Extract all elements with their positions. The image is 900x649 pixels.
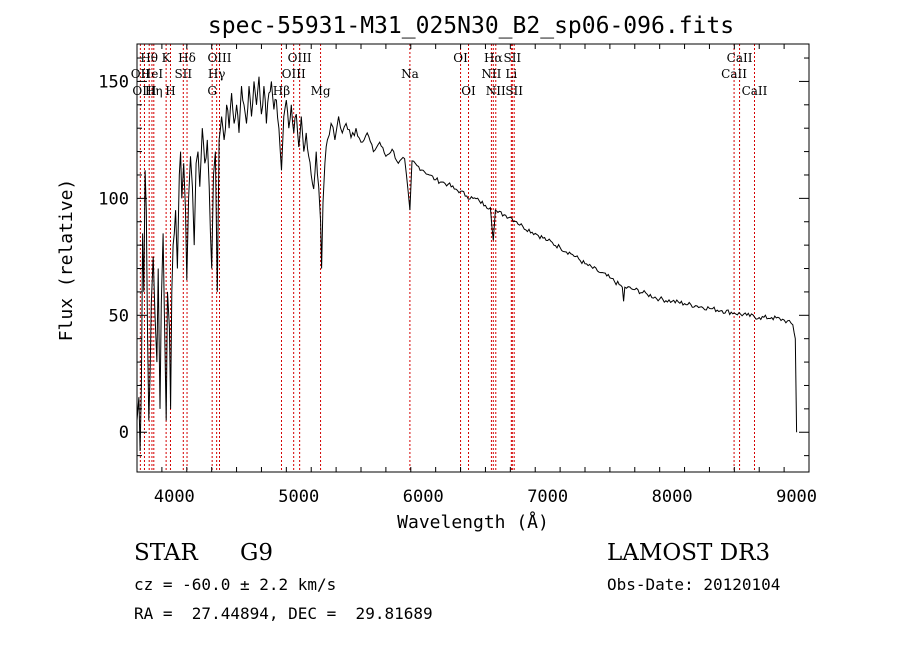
- observation-date: Obs-Date: 20120104: [607, 575, 780, 594]
- line-marker-label: Mg: [311, 84, 331, 98]
- line-marker-label: OIII: [288, 51, 312, 65]
- line-marker-label: OII: [131, 67, 151, 81]
- line-marker-label: Hβ: [273, 84, 290, 98]
- line-marker-label: CaII: [742, 84, 768, 98]
- x-tick-label: 4000: [154, 487, 195, 507]
- line-marker-label: K: [162, 51, 172, 65]
- x-tick-label: 8000: [652, 487, 693, 507]
- x-tick-label: 6000: [403, 487, 444, 507]
- y-tick-label: 50: [109, 306, 129, 326]
- chart-title: spec-55931-M31_025N30_B2_sp06-096.fits: [208, 13, 734, 39]
- y-tick-label: 150: [98, 72, 129, 92]
- x-axis: 4000 5000 6000 7000 8000 9000: [136, 44, 817, 507]
- line-marker-label: OIII: [132, 84, 156, 98]
- line-marker-label: Hα: [484, 51, 503, 65]
- coordinates: RA = 27.44894, DEC = 29.81689: [134, 604, 433, 623]
- y-axis: 0 50 100 150: [98, 57, 809, 457]
- x-tick-label: 5000: [278, 487, 319, 507]
- y-tick-label: 0: [119, 423, 129, 443]
- line-marker-label: NII: [481, 67, 501, 81]
- line-marker-label: G: [207, 84, 217, 98]
- line-marker-label: OIII: [207, 51, 231, 65]
- x-tick-label: 9000: [776, 487, 817, 507]
- line-marker-label: SII: [503, 51, 521, 65]
- line-marker-label: OI: [453, 51, 468, 65]
- line-marker-label: CaII: [721, 67, 747, 81]
- line-marker-label: OI: [461, 84, 476, 98]
- line-marker-label: Li: [505, 67, 517, 81]
- line-marker-label: Hγ: [208, 67, 226, 81]
- object-subclass: G9: [240, 540, 273, 566]
- line-marker-label: OIII: [282, 67, 306, 81]
- line-marker-label: SII: [505, 84, 523, 98]
- line-marker-label: H: [165, 84, 175, 98]
- line-marker-label: HeI: [141, 67, 164, 81]
- line-marker-label: Na: [401, 67, 419, 81]
- line-marker-label: SII: [174, 67, 192, 81]
- line-marker-label: NII: [486, 84, 506, 98]
- y-axis-label: Flux (relative): [56, 179, 77, 342]
- plot-frame: [136, 43, 810, 473]
- x-tick-label: 7000: [527, 487, 568, 507]
- line-marker-label: CaII: [727, 51, 753, 65]
- x-axis-label: Wavelength (Å): [397, 511, 549, 533]
- line-marker-label: Hθ: [140, 51, 158, 65]
- redshift-velocity: cz = -60.0 ± 2.2 km/s: [134, 575, 336, 594]
- object-class: STAR: [134, 540, 198, 566]
- survey-name: LAMOST DR3: [607, 540, 770, 566]
- line-marker-label: Hη: [145, 84, 163, 98]
- y-tick-label: 100: [98, 189, 129, 209]
- line-marker-label: Hδ: [178, 51, 196, 65]
- spectrum-line: [136, 76, 798, 452]
